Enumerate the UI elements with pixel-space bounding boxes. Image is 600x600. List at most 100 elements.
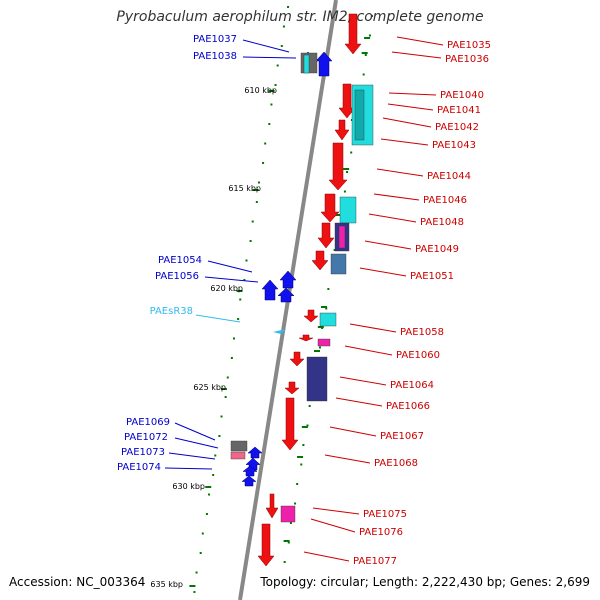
scale-label: 620 kbp xyxy=(210,284,243,293)
gene-block-magenta xyxy=(280,505,296,523)
scale-tick-dot xyxy=(264,142,267,145)
scale-tick-dot xyxy=(346,171,349,173)
scale-tick-dot xyxy=(245,259,248,262)
gene-arrow-plus xyxy=(328,142,348,191)
gene-label-minus: PAE1069 xyxy=(126,417,170,428)
leader-line xyxy=(242,56,297,59)
scale-label: 615 kbp xyxy=(228,184,261,193)
scale-tick-dot xyxy=(306,424,309,427)
scale-tick-dot xyxy=(280,45,283,47)
gene-arrow-plus xyxy=(317,222,335,249)
gene-block-magenta xyxy=(317,338,331,347)
gene-label-plus: PAE1066 xyxy=(386,401,430,412)
rna-label: PAEsR38 xyxy=(150,306,193,317)
leader-line xyxy=(396,36,444,46)
gene-arrow-plus xyxy=(265,493,279,519)
scale-tick-dot xyxy=(289,522,292,524)
scale-tick-dot xyxy=(296,483,299,485)
scale-tick-major xyxy=(361,52,368,54)
scale-label: 625 kbp xyxy=(193,383,226,392)
leader-line xyxy=(335,397,383,407)
scale-tick-major xyxy=(343,168,350,170)
scale-label: 630 kbp xyxy=(172,482,205,491)
leader-line xyxy=(388,92,437,96)
gene-label-plus: PAE1077 xyxy=(353,556,397,567)
scale-tick-major xyxy=(321,306,328,308)
accession-text: Accession: NC_003364 xyxy=(9,575,146,589)
gene-arrow-plus xyxy=(344,13,362,55)
scale-label: 635 kbp xyxy=(150,580,183,589)
map-title: Pyrobaculum aerophilum str. IM2, complet… xyxy=(116,9,484,25)
scale-tick-dot xyxy=(233,337,235,340)
scale-tick-dot xyxy=(371,15,374,17)
scale-tick-dot xyxy=(350,151,353,154)
scale-tick-dot xyxy=(287,6,290,8)
gene-block-pink xyxy=(230,451,246,460)
gene-arrow-minus xyxy=(261,279,279,301)
scale-tick-dot xyxy=(205,513,208,515)
gene-arrow-plus xyxy=(298,334,314,342)
leader-line xyxy=(174,437,219,449)
scale-tick-dot xyxy=(368,34,371,37)
leader-line xyxy=(174,422,216,441)
gene-arrow-plus xyxy=(334,119,350,141)
leader-line xyxy=(310,518,356,533)
scale-tick-dot xyxy=(193,591,196,593)
scale-tick-dot xyxy=(212,474,215,476)
gene-label-plus: PAE1048 xyxy=(420,217,464,228)
scale-tick-dot xyxy=(255,201,258,203)
leader-line xyxy=(391,51,442,59)
gene-arrow-plus xyxy=(311,250,329,271)
leader-line xyxy=(329,426,377,437)
scale-tick-dot xyxy=(364,54,367,56)
scale-tick-dot xyxy=(343,190,346,193)
gene-arrow-minus xyxy=(241,475,257,487)
scale-tick-dot xyxy=(214,454,217,457)
gene-arrow-plus xyxy=(303,309,319,323)
gene-label-plus: PAE1075 xyxy=(363,509,407,520)
leader-line xyxy=(339,376,387,386)
scale-tick-major xyxy=(268,90,275,92)
scale-tick-dot xyxy=(283,561,286,563)
gene-label-minus: PAE1073 xyxy=(121,447,165,458)
gene-block-cyan xyxy=(319,312,337,327)
scale-tick-dot xyxy=(362,73,365,76)
gene-arrow-plus xyxy=(320,193,340,223)
gene-label-plus: PAE1036 xyxy=(445,54,489,65)
scale-tick-major xyxy=(252,189,259,191)
scale-tick-dot xyxy=(287,541,290,544)
scale-tick-dot xyxy=(325,307,328,310)
leader-line xyxy=(195,314,241,323)
rna-feature xyxy=(273,329,286,334)
scale-tick-major xyxy=(335,214,342,216)
scale-tick-dot xyxy=(281,580,284,583)
gene-label-minus: PAE1072 xyxy=(124,432,168,443)
gene-arrow-plus xyxy=(257,523,275,567)
gene-label-plus: PAE1051 xyxy=(410,271,454,282)
scale-tick-major xyxy=(205,486,212,488)
gene-labels: PAE1037 PAE1038 PAE1054 PAE1056 PAE1069 PAE10… xyxy=(117,34,491,589)
gene-label-plus: PAE1040 xyxy=(440,90,484,101)
leader-line xyxy=(312,507,360,515)
scale-tick-dot xyxy=(249,240,252,242)
scale-tick-major xyxy=(364,37,371,39)
gene-block-magenta xyxy=(338,225,346,249)
leader-line xyxy=(242,39,290,53)
scale-tick-major xyxy=(297,456,304,458)
scale-tick-dot xyxy=(294,502,297,505)
topology-text: Topology: circular; Length: 2,222,430 bp… xyxy=(260,575,590,589)
leader-line xyxy=(303,551,350,562)
gene-block-cyan xyxy=(339,196,357,224)
leader-line xyxy=(364,240,412,250)
scale-tick-major xyxy=(220,388,227,390)
gene-block-gray xyxy=(230,440,248,452)
leader-line xyxy=(164,467,213,470)
scale-tick-dot xyxy=(308,405,311,407)
scale-tick-dot xyxy=(262,162,265,164)
gene-block-cyan xyxy=(303,54,310,74)
leader-line xyxy=(207,260,253,273)
scale-tick-major xyxy=(189,585,196,587)
gene-label-plus: PAE1060 xyxy=(396,350,440,361)
scale-tick-dot xyxy=(195,571,198,574)
leader-line xyxy=(368,213,417,223)
